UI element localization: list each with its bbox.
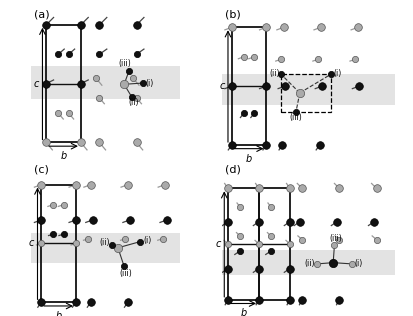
Text: c: c xyxy=(33,79,39,89)
Bar xyxy=(280,74,330,112)
Text: (b): (b) xyxy=(225,9,240,19)
Text: c: c xyxy=(218,81,224,91)
Text: (iii): (iii) xyxy=(119,269,131,278)
Bar xyxy=(31,233,179,263)
Text: (a): (a) xyxy=(34,9,50,19)
Bar xyxy=(41,185,76,302)
Bar xyxy=(46,25,81,143)
Text: b: b xyxy=(245,154,252,164)
Text: (iii): (iii) xyxy=(328,234,341,243)
Text: (c): (c) xyxy=(34,164,49,174)
Text: b: b xyxy=(55,311,62,316)
Text: (i): (i) xyxy=(354,259,362,268)
Text: (ii): (ii) xyxy=(128,98,138,107)
Bar xyxy=(231,27,266,145)
Text: b: b xyxy=(60,151,66,161)
Text: (ii): (ii) xyxy=(100,238,110,247)
Bar xyxy=(31,66,179,99)
Bar xyxy=(221,250,394,275)
Bar xyxy=(258,188,289,300)
Text: b: b xyxy=(240,308,246,316)
Text: (i): (i) xyxy=(332,69,341,78)
Text: c: c xyxy=(215,239,220,249)
Text: (iii): (iii) xyxy=(289,113,302,122)
Text: (ii): (ii) xyxy=(268,69,279,78)
Text: (ii): (ii) xyxy=(304,259,314,268)
Text: c: c xyxy=(28,239,34,248)
Text: (d): (d) xyxy=(225,164,240,174)
Text: (i): (i) xyxy=(142,236,151,245)
Text: (iii): (iii) xyxy=(118,59,131,68)
Bar xyxy=(221,74,394,105)
Bar xyxy=(228,188,258,300)
Text: (i): (i) xyxy=(145,79,153,88)
